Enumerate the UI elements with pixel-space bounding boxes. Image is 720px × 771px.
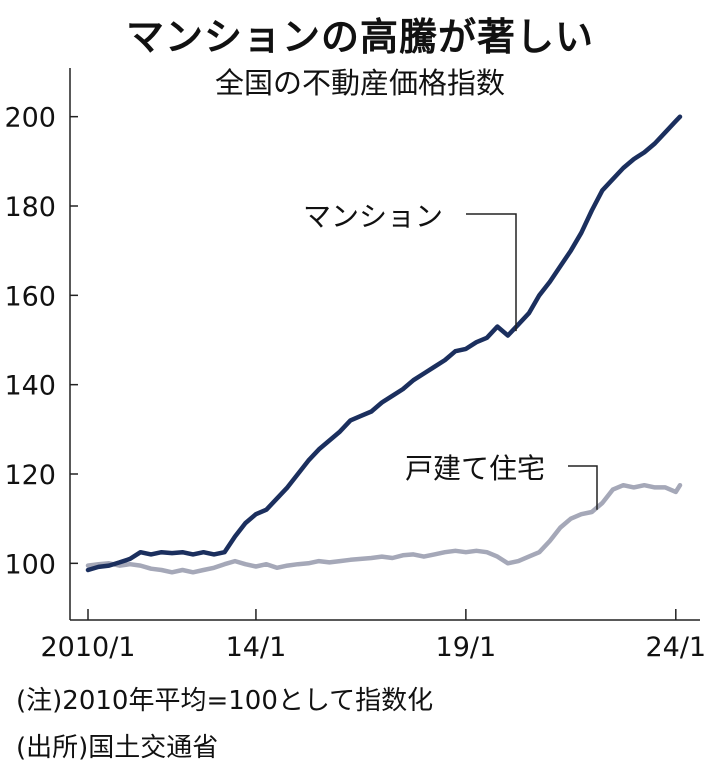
chart-title: マンションの高騰が著しい: [125, 15, 594, 59]
x-tick-label: 24/1: [645, 632, 706, 663]
leader-line-condo: [466, 213, 517, 332]
x-tick-label: 14/1: [226, 632, 287, 663]
series-lines: [85, 114, 683, 575]
y-tick-label: 120: [4, 460, 56, 491]
series-label-house: 戸建て住宅: [405, 452, 545, 485]
y-tick-label: 180: [4, 192, 56, 223]
series-line-condo: [85, 114, 683, 573]
footnote: (注)2010年平均=100として指数化: [16, 686, 434, 716]
y-tick-label: 160: [4, 281, 56, 312]
y-tick-label: 200: [4, 103, 56, 134]
axes: 100 120 140 160 180 200 2010/1 14/1 19/1 24/1: [4, 68, 706, 663]
leader-line-house: [568, 465, 598, 510]
x-tick-label: 19/1: [436, 632, 497, 663]
series-line-house: [85, 482, 683, 575]
y-tick-label: 100: [4, 549, 56, 580]
y-tick-label: 140: [4, 371, 56, 402]
line-chart: 100 120 140 160 180 200 2010/1 14/1 19/1 24/1 マンシ…: [4, 68, 706, 663]
series-label-condo: マンション: [303, 200, 443, 233]
x-tick-label: 2010/1: [41, 632, 136, 663]
source-note: (出所)国土交通省: [16, 733, 219, 763]
chart-subtitle: 全国の不動産価格指数: [214, 66, 505, 100]
